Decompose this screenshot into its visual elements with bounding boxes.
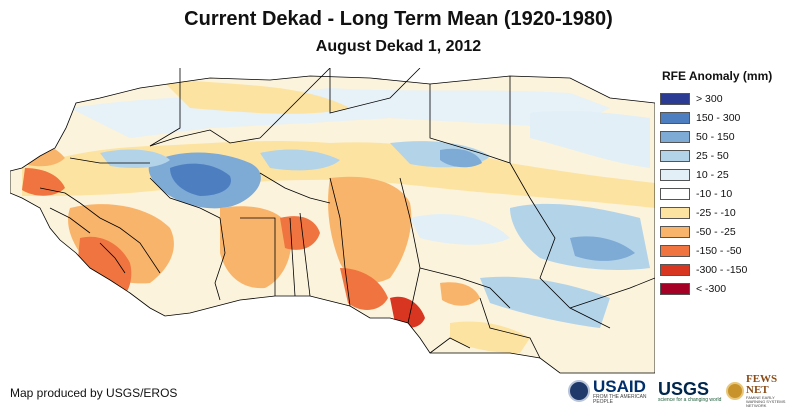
legend-swatch (660, 92, 690, 105)
usaid-seal-icon (568, 380, 590, 402)
legend-label: < -300 (696, 282, 727, 295)
legend-swatch (660, 187, 690, 200)
usgs-logo-tagline: science for a changing world (658, 396, 722, 403)
legend-label: -50 - -25 (696, 225, 736, 238)
legend-label: > 300 (696, 92, 723, 105)
legend-item: -300 - -150 (660, 260, 797, 279)
legend-label: -300 - -150 (696, 263, 748, 276)
legend-items: > 300 150 - 300 50 - 150 25 - 50 10 - 25 -10 … (660, 89, 797, 298)
legend: RFE Anomaly (mm) > 300 150 - 300 50 - 150 2… (660, 69, 797, 298)
legend-label: 25 - 50 (696, 149, 729, 162)
legend-swatch (660, 168, 690, 181)
legend-label: 150 - 300 (696, 111, 741, 124)
legend-label: -150 - -50 (696, 244, 742, 257)
legend-item: 50 - 150 (660, 127, 797, 146)
usaid-logo-text: USAID (593, 376, 646, 396)
rainfall-anomaly-map (10, 68, 655, 375)
legend-swatch (660, 206, 690, 219)
legend-swatch (660, 263, 690, 276)
legend-swatch (660, 111, 690, 124)
legend-item: -25 - -10 (660, 203, 797, 222)
usaid-logo-tagline: FROM THE AMERICAN PEOPLE (593, 393, 647, 405)
legend-swatch (660, 225, 690, 238)
fewsnet-logo-text: FEWS NET (746, 373, 778, 396)
fewsnet-logo: FEWS NET FAMINE EARLY WARNING SYSTEMS NE… (726, 373, 794, 408)
fewsnet-logo-tagline: FAMINE EARLY WARNING SYSTEMS NETWORK (746, 395, 786, 408)
country-borders (39, 68, 655, 359)
usgs-logo: USGS science for a changing world (658, 376, 724, 406)
legend-label: -25 - -10 (696, 206, 736, 219)
map-canvas (10, 68, 655, 375)
map-subtitle: August Dekad 1, 2012 (315, 38, 482, 55)
fewsnet-globe-icon (726, 382, 744, 400)
legend-item: 150 - 300 (660, 108, 797, 127)
agency-logos: USAID FROM THE AMERICAN PEOPLE USGS scie… (568, 373, 794, 408)
usaid-logo: USAID FROM THE AMERICAN PEOPLE (568, 376, 656, 406)
map-title: Current Dekad - Long Term Mean (1920-198… (184, 8, 613, 30)
legend-label: 10 - 25 (696, 168, 729, 181)
legend-title: RFE Anomaly (mm) (662, 69, 773, 83)
legend-swatch (660, 130, 690, 143)
map-credit: Map produced by USGS/EROS (10, 386, 178, 400)
legend-label: -10 - 10 (696, 187, 733, 200)
legend-swatch (660, 282, 690, 295)
usgs-logo-text: USGS (658, 378, 710, 399)
legend-item: -150 - -50 (660, 241, 797, 260)
legend-item: 25 - 50 (660, 146, 797, 165)
legend-item: < -300 (660, 279, 797, 298)
legend-item: -50 - -25 (660, 222, 797, 241)
anomaly-field (10, 76, 655, 373)
legend-label: 50 - 150 (696, 130, 735, 143)
legend-swatch (660, 244, 690, 257)
legend-swatch (660, 149, 690, 162)
legend-item: -10 - 10 (660, 184, 797, 203)
legend-item: 10 - 25 (660, 165, 797, 184)
legend-item: > 300 (660, 89, 797, 108)
